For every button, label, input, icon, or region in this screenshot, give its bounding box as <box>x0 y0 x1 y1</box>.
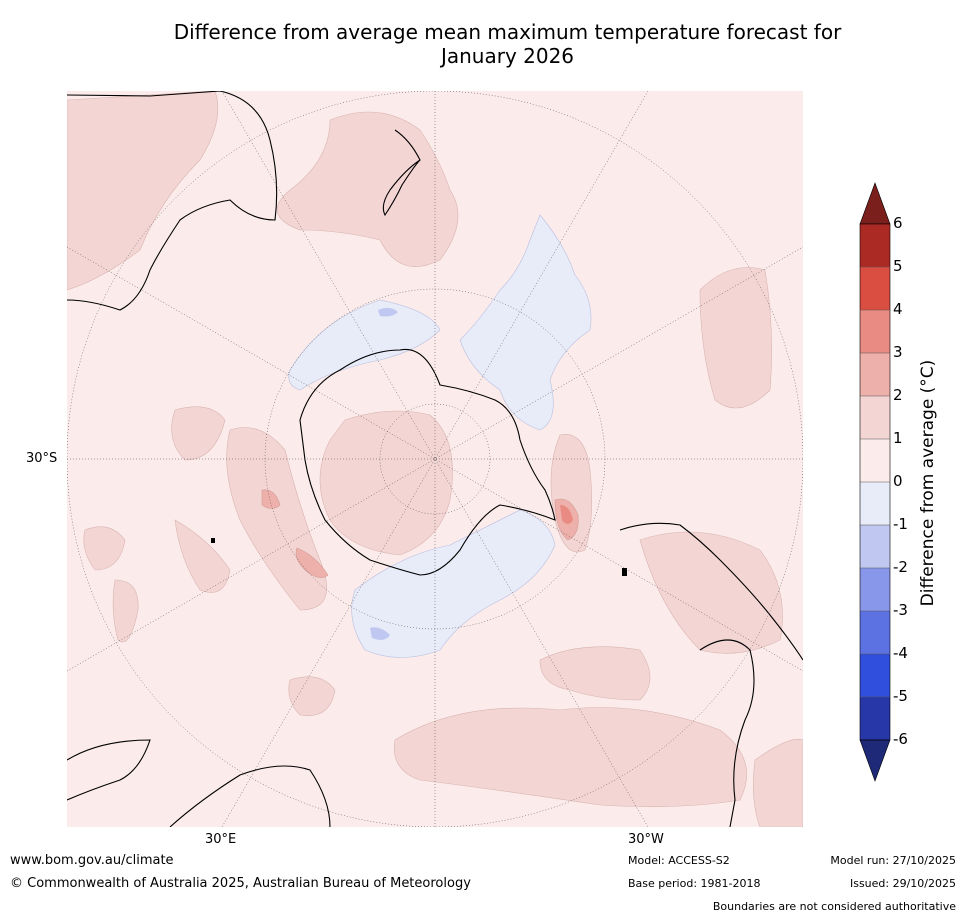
warm-region-south-indian <box>288 676 336 717</box>
colorbar-tick-m4: -4 <box>893 644 908 662</box>
south-america-coastline <box>619 522 803 827</box>
warm-region-west-indian <box>171 406 226 461</box>
anomaly-1-to-2-regions <box>67 91 803 827</box>
colorbar-tick-3: 3 <box>893 343 903 361</box>
islands <box>211 538 627 576</box>
colorbar-band-0-to-1 <box>860 439 890 482</box>
colorbar-band-m3-to-m2 <box>860 568 890 611</box>
cool-region-east-antarctic <box>288 299 441 391</box>
colorbar-tick-4: 4 <box>893 300 903 318</box>
graticule <box>67 91 803 827</box>
colorbar-tick-m5: -5 <box>893 687 908 705</box>
cool-spot-2 <box>370 627 390 640</box>
africa-coastline <box>67 739 331 827</box>
colorbar-tick-0: 0 <box>893 472 903 490</box>
colorbar-band-5-to-6 <box>860 224 890 267</box>
colorbar-tick-1: 1 <box>893 429 903 447</box>
title-line-1: Difference from average mean maximum tem… <box>173 20 842 44</box>
colorbar-tick-5: 5 <box>893 257 903 275</box>
meridian-30e <box>221 91 649 827</box>
australia-coastline <box>67 91 278 311</box>
footer-copyright: © Commonwealth of Australia 2025, Austra… <box>10 876 471 891</box>
antarctica-coastline <box>299 348 556 576</box>
colorbar-band-2-to-3 <box>860 353 890 396</box>
anomaly-m1-to-0-regions <box>288 214 592 658</box>
colorbar <box>859 182 891 782</box>
footer-model-run: Model run: 27/10/2025 <box>830 854 956 867</box>
colorbar-band-m2-to-m1 <box>860 525 890 568</box>
cool-region-ross-sea <box>351 509 556 658</box>
footer-issued: Issued: 29/10/2025 <box>849 877 956 890</box>
warm-region-bay <box>174 519 231 593</box>
colorbar-band-3-to-4 <box>860 310 890 353</box>
longitude-label-30w: 30°W <box>628 832 664 847</box>
colorbar-tick-6: 6 <box>893 214 903 232</box>
colorbar-label: Difference from average (°C) <box>918 359 938 607</box>
colorbar-dividers <box>860 266 890 698</box>
colorbar-band-4-to-5 <box>860 267 890 310</box>
anomaly-3-to-4-regions <box>560 505 573 524</box>
colorbar-band-m5-to-m4 <box>860 654 890 697</box>
warm-region-southwest <box>83 526 126 571</box>
anomaly-m2-to-m1-regions <box>370 307 398 640</box>
warm-region-south-pacific <box>393 707 747 807</box>
colorbar-band-m1-to-0 <box>860 482 890 525</box>
colorbar-tick-m1: -1 <box>893 515 908 533</box>
title-line-2: January 2026 <box>440 44 575 68</box>
warm-core-chile <box>560 505 573 524</box>
map-title: Difference from average mean maximum tem… <box>60 20 955 68</box>
warm-region-south-america-pacific <box>539 646 651 701</box>
warm-spot-indian-1 <box>295 547 329 578</box>
footer-url: www.bom.gov.au/climate <box>10 853 174 868</box>
warm-region-new-zealand-sea <box>276 111 459 267</box>
map-panel <box>67 91 803 827</box>
island-kerguelen <box>211 538 215 543</box>
colorbar-tick-2: 2 <box>893 386 903 404</box>
warm-region-south-atlantic <box>699 267 772 409</box>
cool-region-weddell <box>459 214 592 431</box>
latitude-label-30s: 30°S <box>26 451 58 466</box>
colorbar-band-1-to-2 <box>860 396 890 439</box>
meridian-30w <box>221 91 649 827</box>
colorbar-band-m4-to-m3 <box>860 611 890 654</box>
colorbar-band-m6-to-m5 <box>860 697 890 740</box>
meridian-60w <box>67 246 803 672</box>
warm-region-tasman <box>67 91 219 291</box>
colorbar-tick-m6: -6 <box>893 730 908 748</box>
coastlines <box>67 91 803 827</box>
warm-region-corner <box>753 738 803 827</box>
colorbar-extend-bottom <box>859 739 891 782</box>
warm-region-sw-islet <box>112 579 139 643</box>
meridian-60e <box>67 246 803 672</box>
warm-region-argentina <box>639 531 783 654</box>
warm-region-antarctic-plateau <box>319 410 453 556</box>
colorbar-tick-m2: -2 <box>893 558 908 576</box>
new-zealand-coastline <box>382 129 421 217</box>
colorbar-tick-m3: -3 <box>893 601 908 619</box>
longitude-label-30e: 30°E <box>205 832 237 847</box>
footer-base-period: Base period: 1981-2018 <box>628 877 761 890</box>
footer-boundaries-note: Boundaries are not considered authoritat… <box>712 900 956 913</box>
colorbar-extend-top <box>859 182 891 225</box>
warm-spot-indian-2 <box>261 489 281 509</box>
footer-model: Model: ACCESS-S2 <box>628 854 730 867</box>
island-falklands <box>622 568 627 576</box>
cool-spot-1 <box>378 307 398 317</box>
